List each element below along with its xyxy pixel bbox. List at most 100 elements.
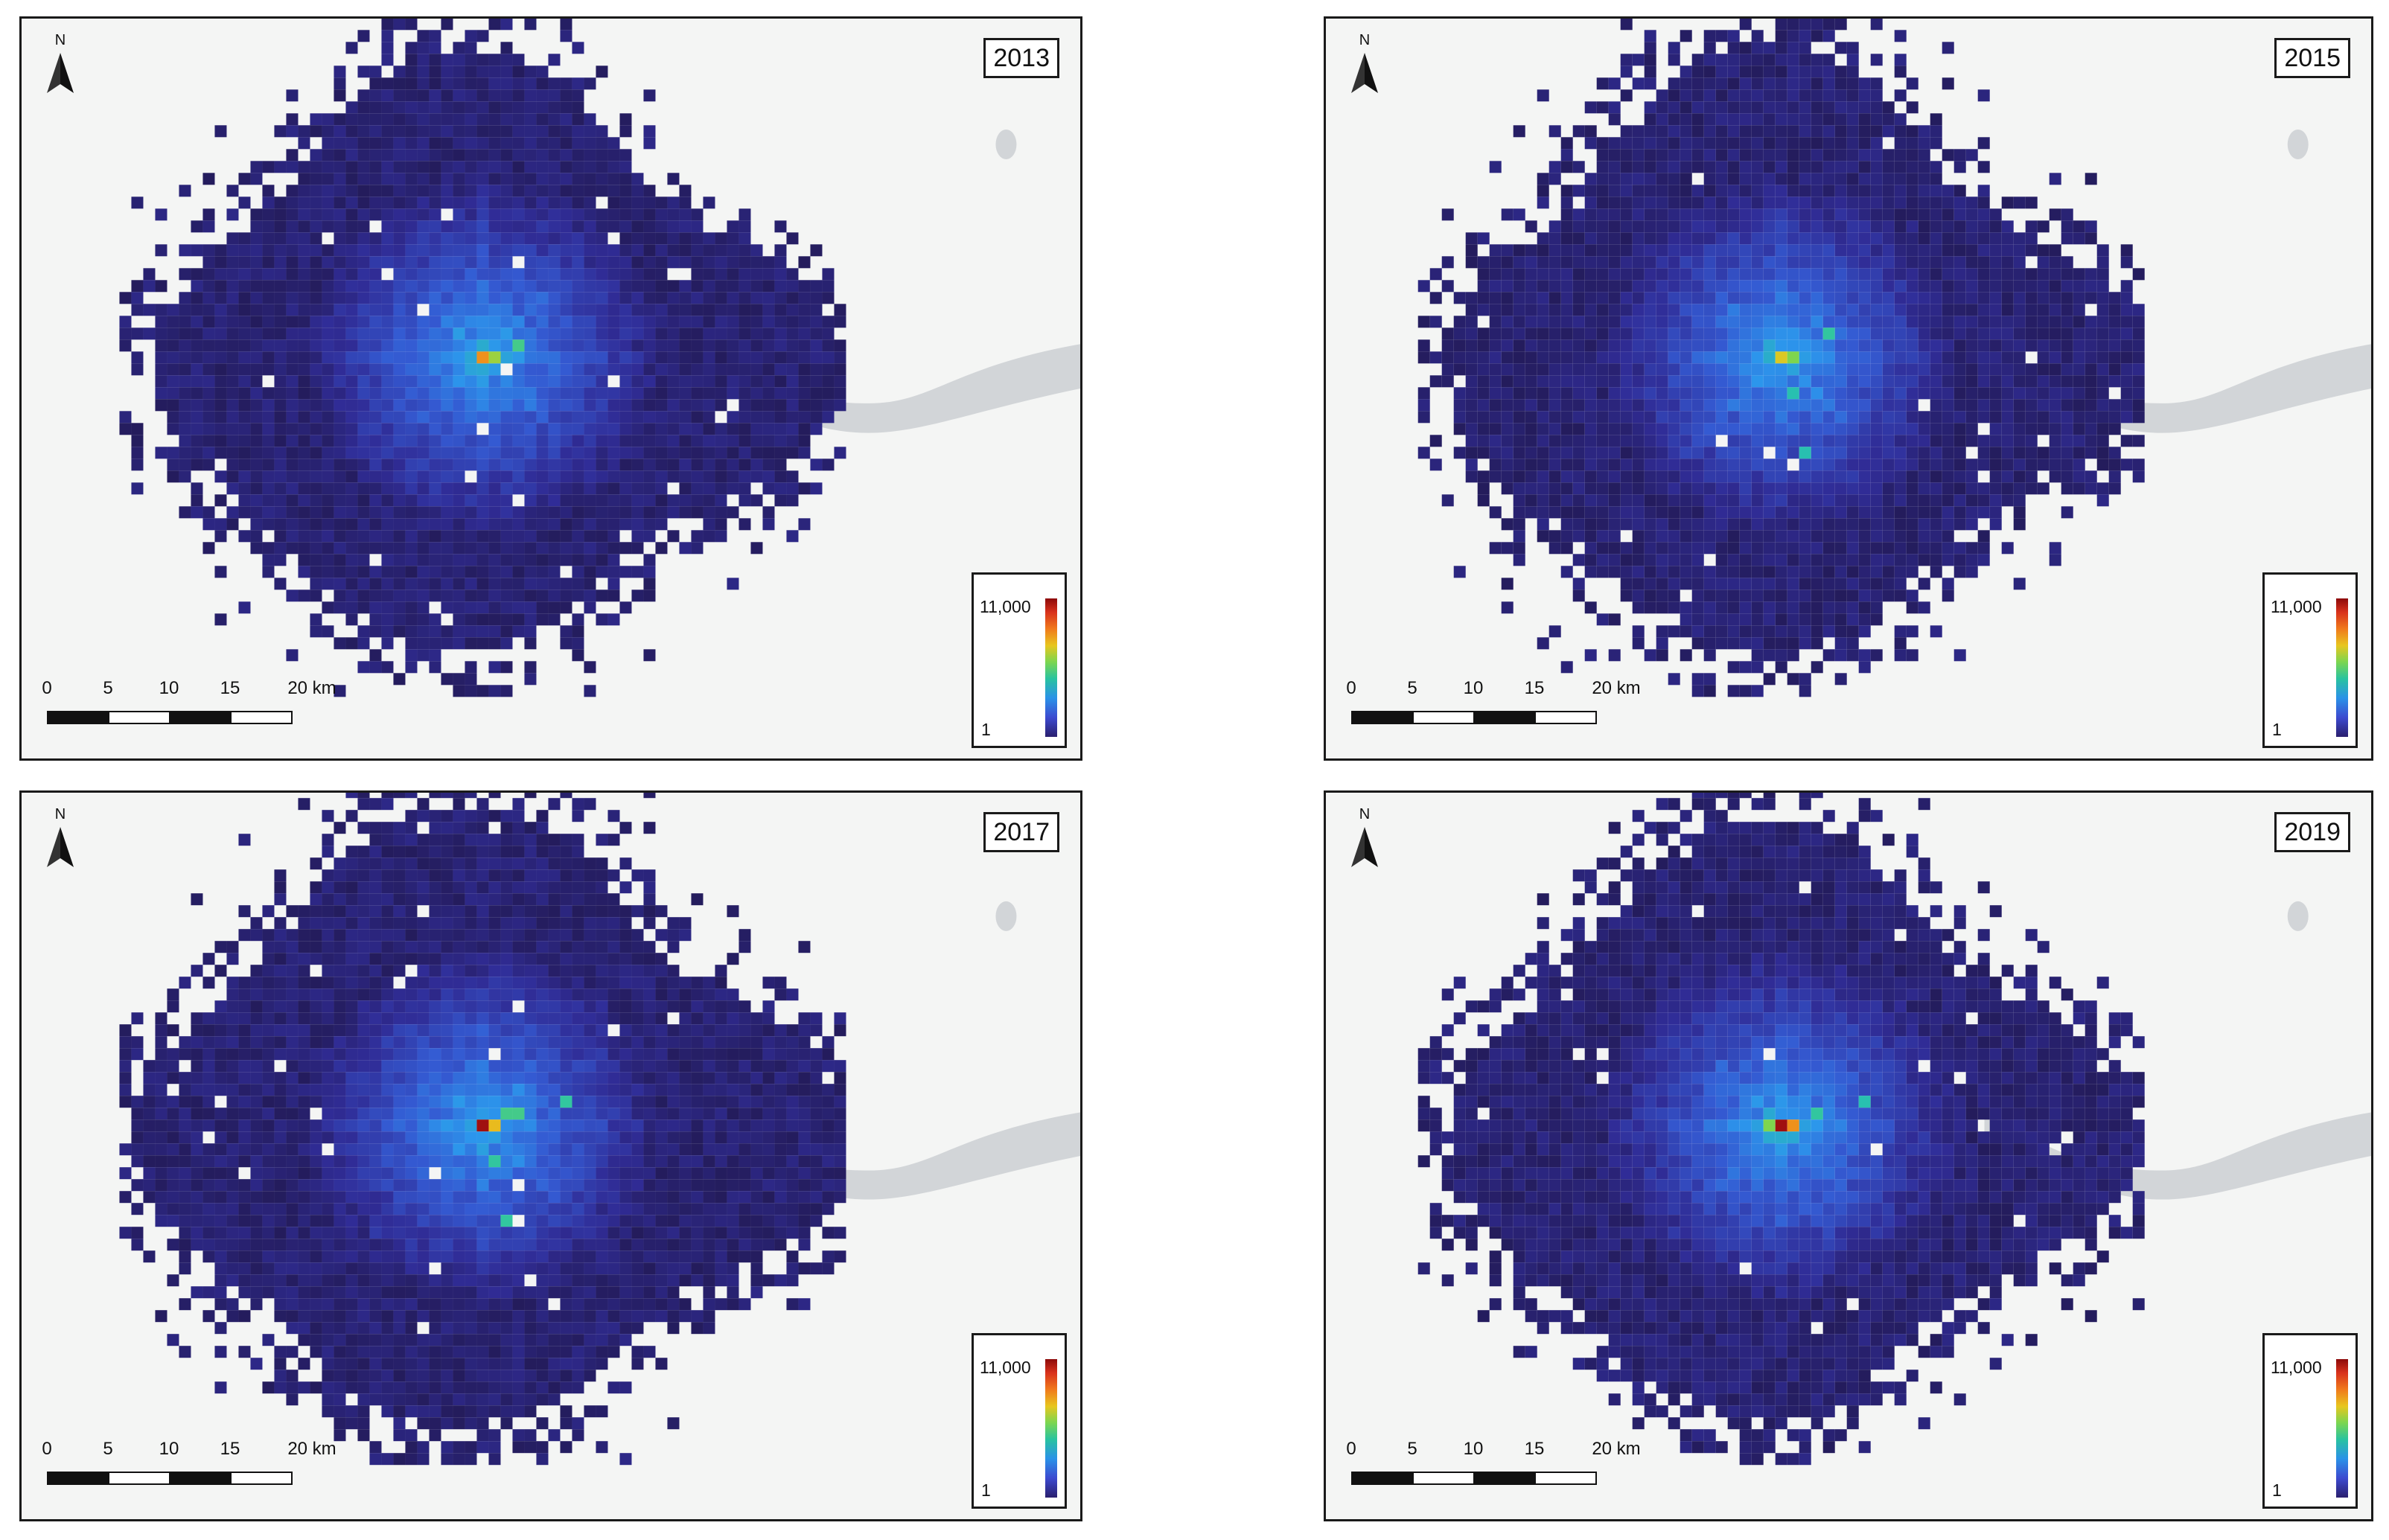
grid-cell (1715, 173, 1728, 185)
grid-cell (310, 578, 322, 590)
grid-cell (250, 1096, 263, 1108)
grid-cell (453, 554, 465, 566)
grid-cell (703, 244, 715, 257)
grid-cell (2013, 280, 2026, 293)
grid-cell (1680, 375, 1692, 388)
grid-cell (1501, 459, 1514, 471)
grid-cell (191, 1119, 203, 1132)
grid-cell (1811, 566, 1823, 578)
grid-cell (1596, 554, 1609, 566)
grid-cell (703, 399, 715, 412)
grid-cell (1787, 54, 1799, 66)
grid-cell (524, 339, 537, 352)
grid-cell (2013, 268, 2026, 281)
grid-cell (1703, 304, 1716, 316)
grid-cell (1453, 411, 1466, 424)
grid-cell (2085, 435, 2097, 447)
grid-cell (1739, 601, 1752, 614)
grid-cell (1763, 459, 1776, 471)
grid-cell (1537, 244, 1549, 257)
grid-cell (1763, 232, 1776, 245)
grid-cell (453, 89, 465, 102)
grid-cell (429, 125, 441, 138)
grid-cell (191, 316, 203, 328)
grid-cell (167, 1215, 179, 1227)
grid-cell (262, 542, 275, 555)
grid-cell (691, 232, 704, 245)
grid-cell (441, 161, 453, 173)
grid-cell (2061, 232, 2073, 245)
grid-cell (369, 578, 382, 590)
grid-cell (1739, 220, 1752, 233)
grid-cell (1537, 411, 1549, 424)
grid-cell (1513, 292, 1525, 304)
grid-cell (1501, 208, 1514, 221)
grid-cell (2085, 173, 2097, 185)
grid-cell (500, 411, 513, 424)
grid-cell (214, 387, 227, 400)
grid-cell (274, 1215, 287, 1227)
grid-cell (1572, 244, 1585, 257)
grid-cell (1811, 244, 1823, 257)
grid-cell (191, 339, 203, 352)
grid-cell (548, 232, 561, 245)
grid-cell (512, 482, 525, 495)
grid-cell (334, 1036, 346, 1049)
grid-cell (262, 1131, 275, 1144)
grid-cell (1882, 399, 1895, 412)
grid-cell (2013, 423, 2026, 435)
grid-cell (762, 363, 775, 376)
grid-cell (1918, 197, 1930, 209)
grid-cell (1680, 125, 1692, 138)
grid-cell (1680, 363, 1692, 376)
grid-cell (1572, 268, 1585, 281)
grid-cell (286, 220, 299, 233)
grid-cell (1644, 149, 1656, 162)
grid-cell (167, 351, 179, 364)
grid-cell (2037, 387, 2050, 400)
grid-cell (1632, 292, 1645, 304)
grid-cell (2013, 328, 2026, 340)
grid-cell (1632, 328, 1645, 340)
grid-cell (345, 810, 358, 822)
grid-cell (703, 387, 715, 400)
grid-cell (417, 494, 430, 507)
grid-cell (357, 1358, 370, 1370)
grid-cell (1846, 316, 1859, 328)
grid-cell (1965, 459, 1978, 471)
grid-cell (512, 197, 525, 209)
grid-cell (1906, 494, 1918, 507)
grid-cell (1668, 268, 1680, 281)
grid-cell (1930, 506, 1942, 519)
grid-cell (715, 256, 727, 269)
grid-cell (1977, 197, 1990, 209)
grid-cell (310, 1000, 322, 1013)
grid-cell (512, 447, 525, 459)
grid-cell (1715, 125, 1728, 138)
grid-cell (476, 542, 489, 555)
grid-cell (1715, 244, 1728, 257)
grid-cell (322, 917, 334, 930)
grid-cell (2085, 399, 2097, 412)
grid-cell (214, 1298, 227, 1311)
grid-cell (334, 137, 346, 150)
grid-cell (1846, 447, 1859, 459)
grid-cell (1846, 268, 1859, 281)
grid-cell (1763, 375, 1776, 388)
grid-cell (1858, 244, 1871, 257)
grid-cell (1882, 411, 1895, 424)
grid-cell (393, 125, 406, 138)
grid-cell (381, 280, 394, 293)
grid-cell (488, 137, 501, 150)
grid-cell (357, 1286, 370, 1299)
grid-cell (607, 506, 620, 519)
grid-cell (2061, 363, 2073, 376)
grid-cell (322, 1274, 334, 1287)
grid-cell (298, 423, 310, 435)
grid-cell (1572, 375, 1585, 388)
grid-cell (286, 1036, 299, 1049)
grid-cell (691, 506, 704, 519)
grid-cell (1608, 220, 1621, 233)
grid-cell (119, 1072, 132, 1084)
grid-cell (762, 506, 775, 519)
